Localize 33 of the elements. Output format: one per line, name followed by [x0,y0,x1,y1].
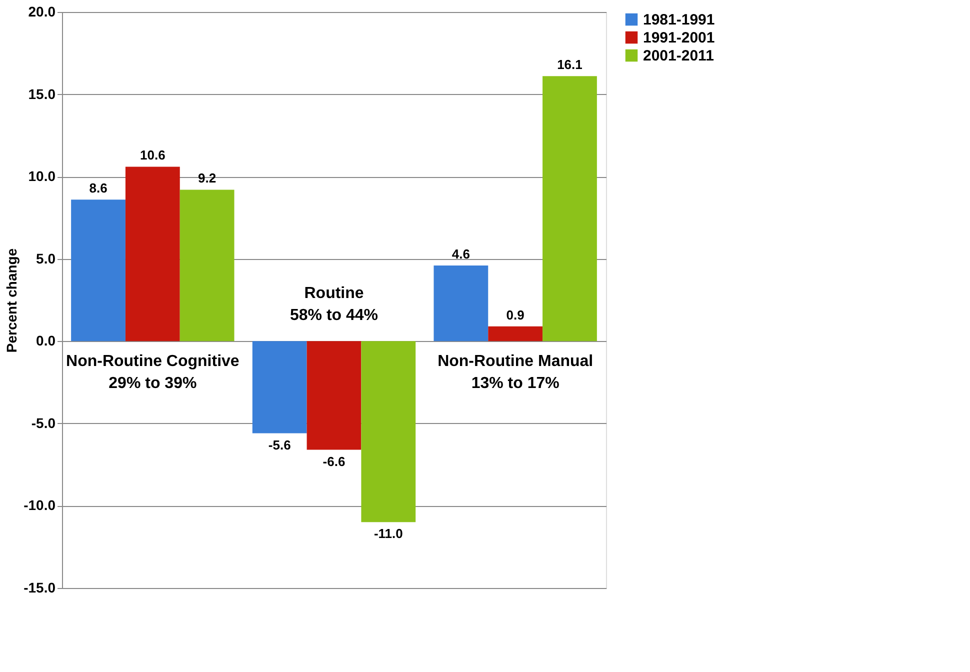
data-label: 9.2 [198,170,216,186]
bar [252,341,307,434]
data-label: 4.6 [452,246,470,262]
bar [125,166,180,342]
bar [361,341,416,522]
legend-label: 1991-2001 [643,30,715,46]
data-label: 16.1 [557,57,582,72]
bar [488,326,543,342]
data-label: 10.6 [140,148,166,163]
y-tick-label: 20.0 [28,4,56,20]
bar [542,76,597,342]
y-tick-label: 15.0 [28,86,56,102]
y-tick-label: 0.0 [36,332,56,349]
legend-label: 1981-1991 [643,12,715,28]
x-tick-label: Non-Routine Cognitive 29% to 39% [66,353,240,392]
x-tick-label: Non-Routine Manual 13% to 17% [438,353,594,392]
bar [306,341,362,450]
y-tick-label: 10.0 [28,168,56,184]
bar [180,190,234,342]
y-tick-label: 5.0 [36,250,56,266]
y-tick-label: -5.0 [31,414,56,431]
data-label: -6.6 [322,454,346,469]
data-label: 8.6 [89,180,108,196]
legend-label: 2001-2011 [643,48,714,64]
bar [434,265,488,342]
y-tick-label: -15.0 [24,580,56,596]
y-axis-title: Percent change [4,248,20,353]
data-label: 0.9 [506,307,524,322]
bar [71,200,126,342]
data-label: -11.0 [374,526,403,542]
y-tick-label: -10.0 [24,497,56,514]
data-label: -5.6 [268,437,291,452]
x-tick-label: Routine 58% to 44% [290,285,378,324]
